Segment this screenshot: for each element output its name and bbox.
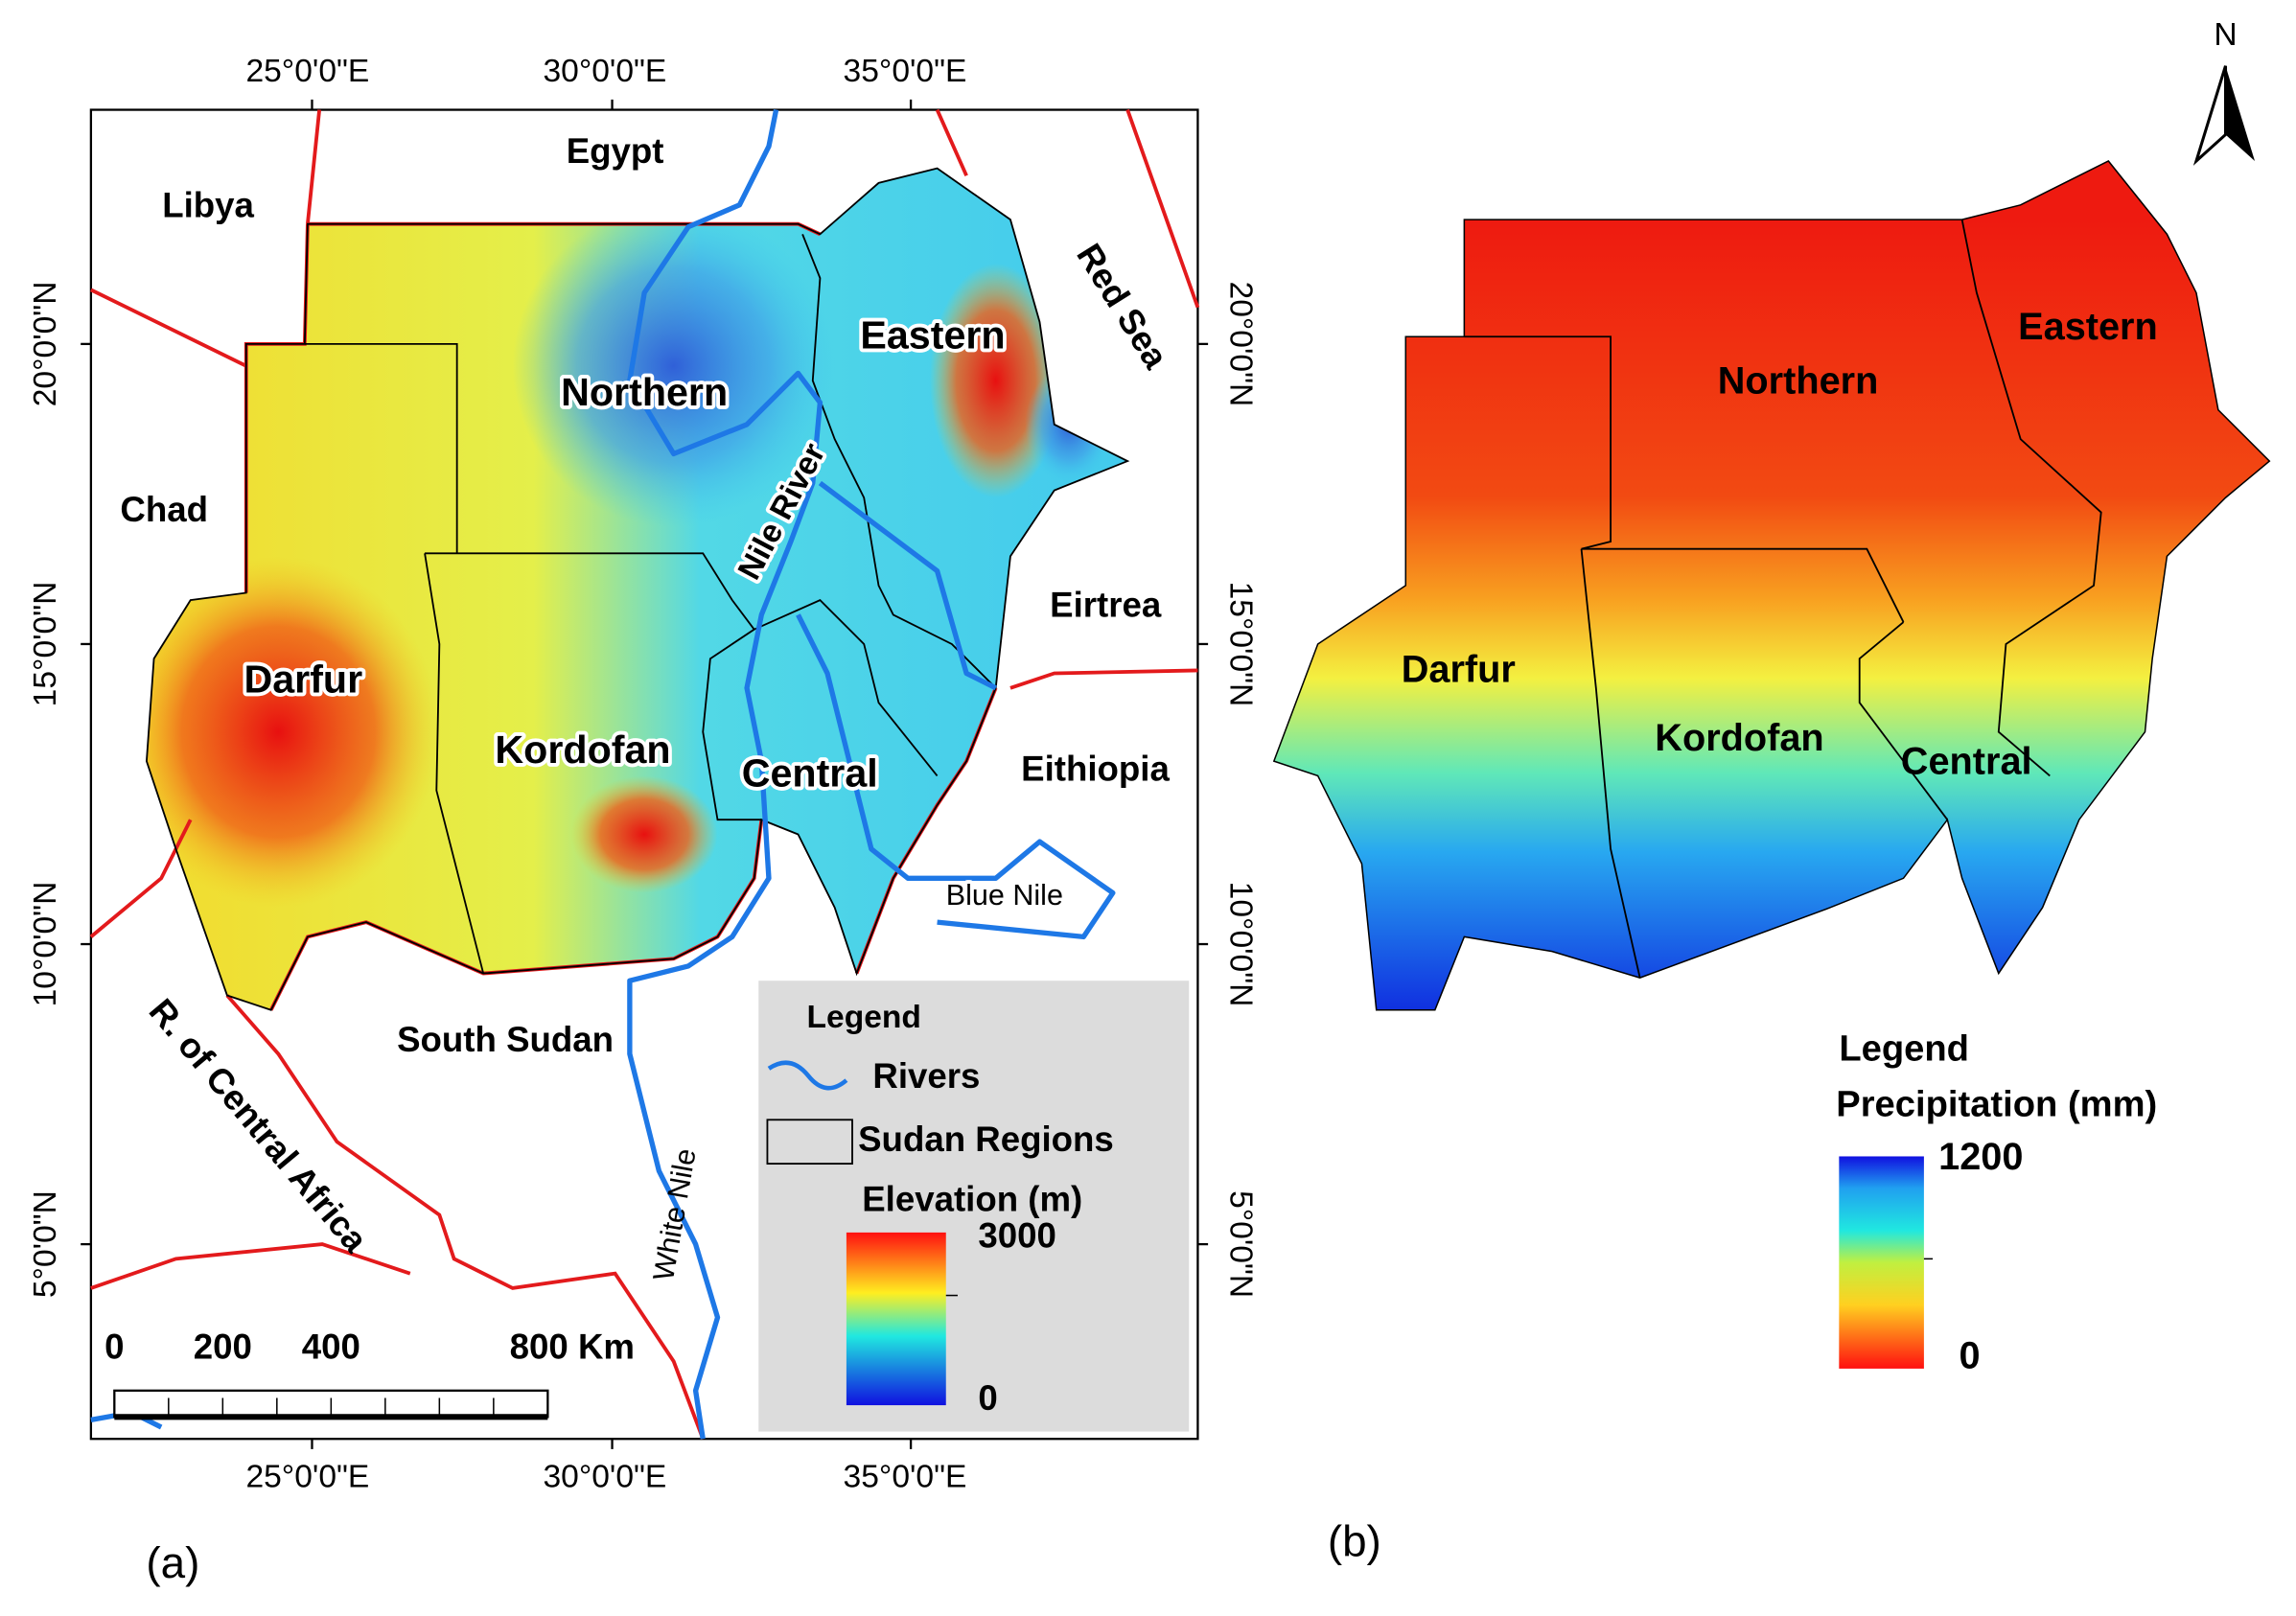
north-label: N [2214, 17, 2237, 53]
legend-box [758, 981, 1190, 1432]
lat-label: 20°0'0"N [28, 282, 63, 407]
lon-label: 35°0'0"E [844, 54, 967, 89]
elevation-raster [146, 168, 1128, 1010]
region-label: Kordofan [1655, 717, 1823, 759]
lon-label: 25°0'0"E [245, 1459, 369, 1494]
legend-min: 0 [978, 1378, 997, 1418]
legend-river-swatch [767, 1060, 848, 1091]
region-label: Kordofan [495, 727, 670, 772]
legend-title: Legend [807, 1000, 921, 1035]
legend-subtitle: Precipitation (mm) [1836, 1084, 2157, 1125]
frame-ticks [81, 99, 1209, 1449]
country-label: Egypt [567, 131, 664, 171]
region-label: Darfur [244, 658, 362, 702]
lat-label: 20°0'0"N [1222, 282, 1258, 407]
legend-max: 1200 [1938, 1136, 2023, 1178]
region-label: Eastern [2018, 306, 2158, 348]
country-label: Eithiopia [1021, 750, 1170, 789]
lat-label: 10°0'0"N [28, 882, 63, 1007]
lon-label: 30°0'0"E [543, 54, 666, 89]
region-boundaries-b [1464, 219, 2102, 979]
country-label: Chad [120, 490, 208, 529]
lat-label: 15°0'0"N [28, 582, 63, 707]
color-bar [846, 1232, 946, 1406]
lon-label: 35°0'0"E [844, 1459, 967, 1494]
legend-b: Legend Precipitation (mm) 1200 0 [1836, 1028, 2157, 1377]
region-label: Northern [1718, 360, 1879, 403]
country-label: Eirtrea [1050, 585, 1162, 624]
legend-min: 0 [1960, 1335, 1981, 1377]
legend-label: Rivers [872, 1056, 980, 1096]
lat-label: 15°0'0"N [1222, 582, 1258, 707]
north-arrow: N [2192, 17, 2256, 166]
lon-label: 30°0'0"E [543, 1459, 666, 1494]
legend-a: Legend Rivers Sudan Regions Elevation (m… [758, 981, 1190, 1432]
country-label: South Sudan [397, 1020, 614, 1059]
scale-label: 200 [194, 1327, 252, 1367]
legend-max: 3000 [978, 1216, 1056, 1256]
scale-label: 0 [104, 1327, 124, 1367]
rivers [90, 109, 1116, 1440]
region-label: Darfur [1402, 648, 1516, 690]
legend-label: Sudan Regions [858, 1120, 1114, 1159]
region-label: Northern [561, 370, 728, 414]
lon-labels: 25°0'0"E 30°0'0"E 35°0'0"E 25°0'0"E 30°0… [245, 54, 966, 1494]
legend-subtitle: Elevation (m) [862, 1179, 1082, 1218]
lat-labels: 20°0'0"N 15°0'0"N 10°0'0"N 5°0'0"N 20°0'… [28, 282, 1258, 1299]
lat-label: 10°0'0"N [1222, 882, 1258, 1007]
region-label: Central [1901, 741, 2032, 783]
region-label: Eastern [860, 313, 1005, 358]
precipitation-raster [1272, 160, 2271, 1011]
region-label: Central [742, 750, 878, 795]
country-label: Libya [162, 186, 254, 225]
panel-label: (a) [146, 1538, 199, 1587]
scale-label: 800 Km [510, 1327, 635, 1367]
region-labels-b: Northern Eastern Darfur Kordofan Central [1402, 306, 2158, 783]
lat-label: 5°0'0"N [1222, 1190, 1258, 1298]
region-labels: Northern Eastern Darfur Kordofan Central [241, 310, 1009, 798]
scale-label: 400 [302, 1327, 360, 1367]
river-label: Blue Nile [946, 879, 1063, 912]
color-bar [1839, 1156, 1924, 1369]
legend-title: Legend [1839, 1028, 1969, 1070]
legend-region-swatch [766, 1119, 853, 1166]
panel-label: (b) [1328, 1516, 1381, 1565]
lat-label: 5°0'0"N [28, 1190, 63, 1298]
lon-label: 25°0'0"E [245, 54, 369, 89]
region-boundaries [145, 167, 1130, 1011]
scale-bar: 0 200 400 800 Km [104, 1327, 635, 1420]
